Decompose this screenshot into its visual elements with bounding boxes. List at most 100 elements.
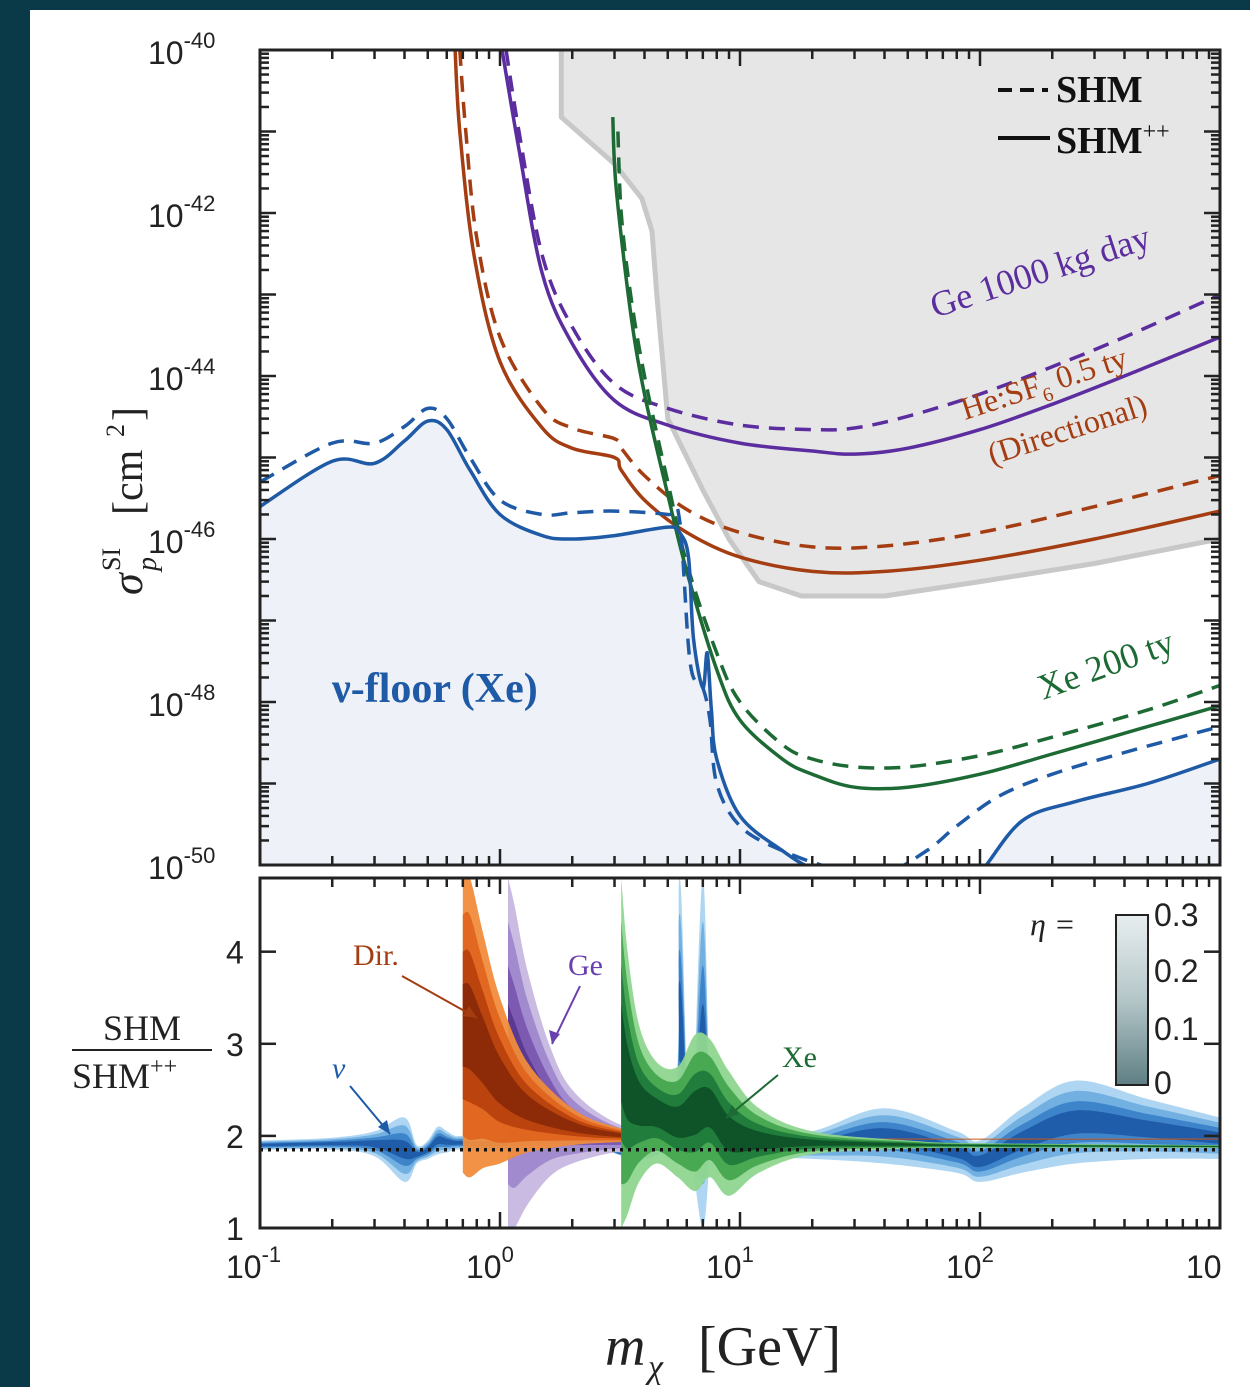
top-y-tick-base: 10 [148, 524, 184, 560]
excluded-region [558, 50, 1220, 599]
top-y-tick-base: 10 [148, 850, 184, 886]
top-y-tick-exponent: -48 [184, 680, 216, 705]
x-axis-label: m χ [GeV] [605, 1316, 841, 1386]
x-tick-label: 101 [706, 1242, 754, 1285]
series-floor-dashed-line [260, 406, 1220, 865]
bottom-y-tick-labels: 1 2 3 4 [226, 935, 244, 1247]
svg-text:SI: SI [97, 548, 126, 571]
x-tick-label: 102 [946, 1242, 994, 1285]
top-y-tick-label: 10-44 [148, 354, 215, 397]
x-tick-base: 10 [706, 1249, 742, 1285]
top-y-tick-label: 10-46 [148, 517, 215, 560]
dir-arrow [401, 975, 478, 1019]
legend-shmpp-sup: ++ [1143, 119, 1170, 145]
top-y-tick-exponent: -50 [184, 843, 216, 868]
svg-text:[GeV]: [GeV] [698, 1316, 841, 1378]
bottom-y-tick-label: 2 [226, 1119, 244, 1155]
colorbar-gradient [1115, 914, 1149, 1086]
x-tick-base: 10 [466, 1249, 502, 1285]
top-y-tick-exponent: -46 [184, 517, 216, 542]
colorbar: η = 0.3 0.2 0.1 0 [1030, 897, 1198, 1101]
svg-text:χ: χ [645, 1349, 664, 1386]
xe-band-annotation: Xe [782, 1041, 817, 1074]
top-y-tick-exponent: -42 [184, 191, 216, 216]
bottom-plot-data-layer [260, 878, 1220, 1228]
svg-text:σ: σ [103, 571, 152, 595]
ge-band-annotation: Ge [568, 949, 603, 982]
legend-shmpp-label: SHM++ [1056, 119, 1170, 162]
x-tick-label: 10 [1186, 1249, 1222, 1285]
band-xe-level-1 [621, 921, 1220, 1185]
top-y-tick-base: 10 [148, 361, 184, 397]
series-xe-solid-line [611, 117, 1220, 791]
band-xe-level-3 [621, 1004, 1220, 1153]
ratio-den-sup: ++ [150, 1054, 177, 1080]
top-y-axis-label: σ p SI [cm 2 ] [97, 407, 163, 595]
legend: SHM SHM++ [998, 69, 1170, 162]
series-ge-dashed-line [504, 50, 1220, 432]
ge-arrowhead [549, 1030, 560, 1044]
bottom-plot-ticks [258, 878, 1220, 1230]
x-tick-base: 10 [1186, 1249, 1222, 1285]
bottom-y-tick-label: 3 [226, 1027, 244, 1063]
svg-text:]: ] [106, 407, 152, 421]
x-tick-label: 10-1 [226, 1242, 281, 1285]
legend-shm-label: SHM [1056, 69, 1143, 111]
floor-fill [260, 420, 1220, 865]
series-ge-solid-line [500, 50, 1220, 456]
ratio-numerator: SHM [103, 1008, 181, 1048]
ratio-den-text: SHM [72, 1056, 150, 1096]
colorbar-tick-1: 0.2 [1154, 953, 1198, 989]
bottom-plot: 1 2 3 4 Dir. Ge Xe ν η = 0.3 0.2 0.1 0 SHM … [72, 876, 1222, 1386]
floor-annotation: ν-floor (Xe) [331, 666, 538, 712]
band-dir-level-3 [462, 982, 1220, 1140]
top-y-tick-label: 10-40 [148, 28, 215, 71]
top-y-tick-base: 10 [148, 198, 184, 234]
x-tick-exponent: 2 [982, 1242, 994, 1267]
colorbar-tick-2: 0.1 [1154, 1011, 1198, 1047]
band-dir-level-0 [462, 878, 1220, 1178]
x-tick-exponent: 0 [502, 1242, 514, 1267]
dir-arrowhead [463, 1006, 477, 1018]
x-tick-exponent: 1 [742, 1242, 754, 1267]
svg-text:2: 2 [101, 424, 130, 437]
x-tick-label: 100 [466, 1242, 514, 1285]
legend-shmpp-text: SHM [1056, 120, 1143, 162]
band-xe-level-2 [621, 965, 1220, 1166]
figure-panel: 10-40 10-42 10-44 10-46 10-48 10-50 SHM SHM++… [30, 10, 1250, 1387]
dir-annotation: Dir. [353, 939, 399, 972]
ratio-denominator: SHM++ [72, 1054, 177, 1096]
top-y-tick-base: 10 [148, 35, 184, 71]
top-y-tick-base: 10 [148, 687, 184, 723]
svg-text:p: p [132, 557, 163, 573]
top-y-tick-label: 10-42 [148, 191, 215, 234]
series-xe-dashed-line [616, 131, 1220, 770]
series-he-dashed-line [458, 50, 1220, 550]
bottom-y-axis-label: SHM SHM++ [72, 1008, 212, 1096]
top-y-tick-label: 10-50 [148, 843, 215, 886]
colorbar-tick-3: 0 [1154, 1065, 1172, 1101]
nu-arrowhead [378, 1120, 390, 1134]
bottom-y-tick-label: 4 [226, 935, 244, 971]
bottom-y-tick-label: 1 [226, 1211, 244, 1247]
nu-annotation: ν [332, 1052, 346, 1085]
top-plot-ticks [258, 48, 1220, 867]
series-he-solid-line [453, 50, 1220, 575]
series-floor-solid-line [260, 418, 1220, 865]
x-tick-base: 10 [946, 1249, 982, 1285]
top-plot-data-layer [260, 50, 1220, 865]
xe-arrowhead [726, 1105, 739, 1118]
x-tick-labels: 10-1 100 101 102 10 [226, 1242, 1222, 1285]
top-y-tick-exponent: -40 [184, 28, 216, 53]
colorbar-tick-0: 0.3 [1154, 897, 1198, 933]
top-y-tick-exponent: -44 [184, 354, 216, 379]
x-tick-exponent: -1 [262, 1242, 282, 1267]
x-tick-base: 10 [226, 1249, 262, 1285]
svg-text:[cm: [cm [106, 449, 152, 515]
svg-text:m: m [605, 1316, 645, 1378]
colorbar-label: η = [1030, 906, 1075, 942]
top-y-tick-label: 10-48 [148, 680, 215, 723]
